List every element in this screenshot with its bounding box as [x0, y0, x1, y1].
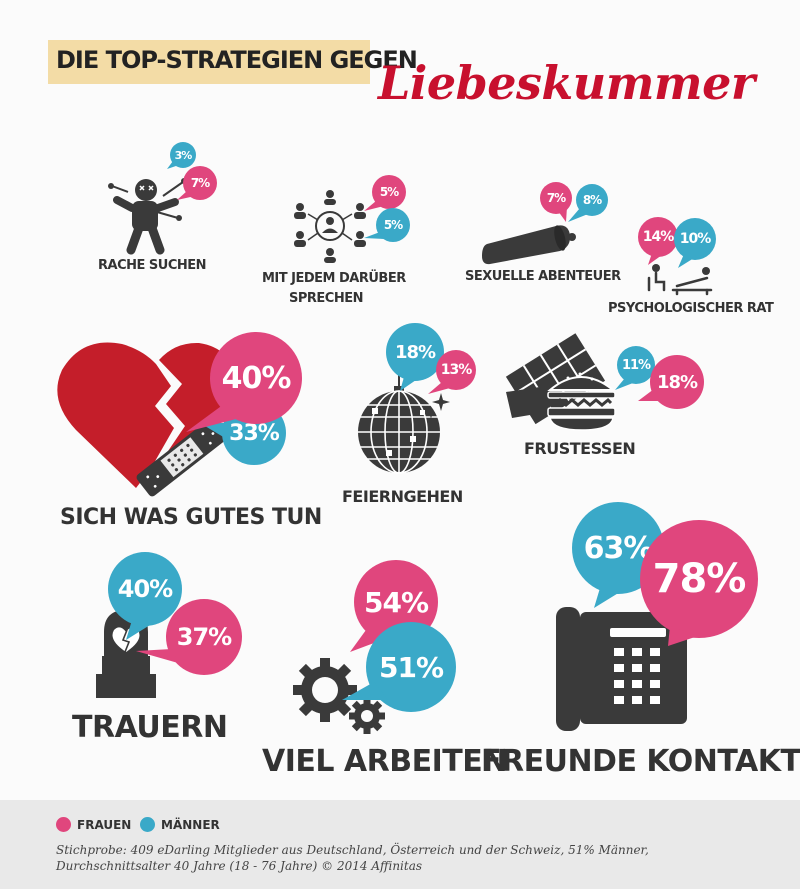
- telephone-icon: [556, 607, 687, 731]
- chocolate-burger-icon: [505, 333, 616, 431]
- bubble-maenner-frust: 11%: [615, 346, 655, 390]
- bubble-maenner-feiern: 18%: [386, 323, 444, 391]
- condom-icon: [482, 225, 576, 265]
- footnote-line-2: Durchschnittsalter 40 Jahre (18 - 76 Jah…: [56, 859, 423, 873]
- icon-layer: [57, 178, 713, 734]
- label-rache-suchen: RACHE SUCHEN: [98, 258, 207, 273]
- label-sexuelle-abenteuer: SEXUELLE ABENTEUER: [465, 269, 621, 284]
- label-psychologischer-rat: PSYCHOLOGISCHER RAT: [608, 301, 774, 316]
- bubble-frauen-feiern: 13%: [428, 350, 476, 394]
- bubble-frauen-trauern: 37%: [136, 599, 242, 675]
- label-trauern: TRAUERN: [72, 710, 228, 745]
- footnote-line-1: Stichprobe: 409 eDarling Mitglieder aus …: [56, 843, 649, 857]
- label-viel-arbeiten: VIEL ARBEITEN: [262, 744, 507, 779]
- bubble-frauen-sprechen: 5%: [364, 175, 406, 211]
- label-frustessen: FRUSTESSEN: [524, 439, 636, 458]
- bubble-maenner-rache: 3%: [167, 142, 196, 169]
- voodoo-doll-icon: [108, 178, 187, 255]
- legend-frauen-dot: [56, 817, 71, 832]
- label-sich-was-gutes-tun: SICH WAS GUTES TUN: [60, 505, 322, 530]
- therapy-couch-icon: [647, 264, 713, 296]
- label-sprechen-line2: SPRECHEN: [289, 291, 363, 306]
- legend-maenner-label: MÄNNER: [161, 818, 220, 832]
- title-line-2: Liebeskummer: [378, 56, 755, 110]
- footer: [0, 800, 800, 889]
- bubble-frauen-gutes: 40%: [186, 332, 302, 432]
- title-line-1: DIE TOP-STRATEGIEN GEGEN: [56, 46, 418, 74]
- people-network-icon: [294, 190, 366, 263]
- title-highlight: [48, 40, 370, 84]
- label-freunde-kontaktieren: FREUNDE KONTAKTIEREN: [481, 744, 800, 779]
- label-sprechen-line1: MIT JEDEM DARÜBER: [262, 271, 406, 286]
- bubble-maenner-sprechen: 5%: [364, 208, 410, 242]
- bubble-frauen-freunde: 78%: [640, 520, 758, 646]
- bubble-maenner-psych: 10%: [674, 218, 716, 268]
- bubble-maenner-arbeiten: 51%: [342, 622, 456, 712]
- disco-ball-icon: [358, 372, 450, 474]
- bubble-maenner-trauern: 40%: [108, 552, 182, 640]
- gears-icon: [293, 658, 385, 734]
- bubble-frauen-rache: 7%: [177, 166, 217, 200]
- label-feierngehen: FEIERNGEHEN: [342, 487, 463, 506]
- bubble-frauen-sexuelle: 7%: [540, 182, 572, 222]
- bubble-frauen-psych: 14%: [638, 217, 678, 265]
- bubble-frauen-frust: 18%: [638, 355, 704, 409]
- bubble-maenner-sexuelle: 8%: [568, 184, 608, 222]
- legend-frauen-label: FRAUEN: [77, 818, 132, 832]
- legend-maenner-dot: [140, 817, 155, 832]
- footnote: Stichprobe: 409 eDarling Mitglieder aus …: [56, 842, 776, 874]
